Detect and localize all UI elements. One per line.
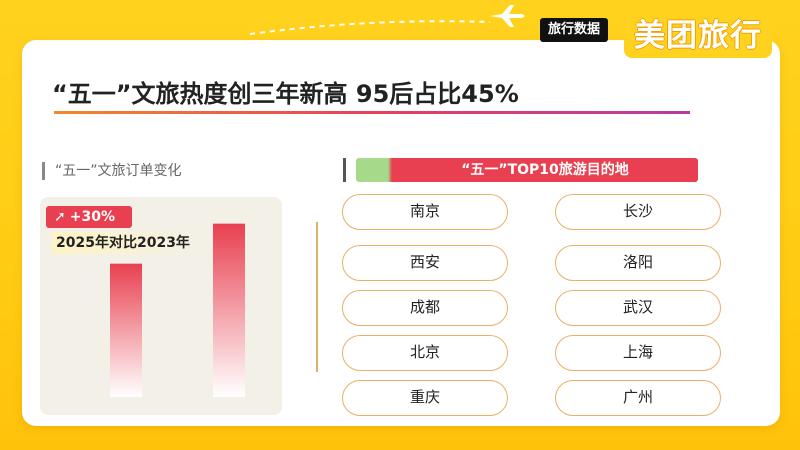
destination-pill: 长沙	[555, 194, 721, 230]
destination-pill: 广州	[555, 380, 721, 416]
flight-path-decoration	[249, 20, 491, 35]
airplane-icon	[490, 5, 525, 27]
destination-pill: 北京	[342, 335, 508, 371]
bar-2023	[110, 263, 142, 397]
destinations-section-marker	[343, 158, 346, 182]
destination-pill: 洛阳	[555, 245, 721, 281]
destinations-header-bar	[356, 158, 698, 182]
growth-value: +30%	[69, 209, 115, 225]
destination-pill: 成都	[342, 290, 508, 326]
destination-pill: 武汉	[555, 290, 721, 326]
destination-pill: 西安	[342, 245, 508, 281]
orders-bar-chart	[110, 223, 245, 397]
arrow-up-icon: ➚	[54, 209, 66, 225]
destination-pill: 上海	[555, 335, 721, 371]
section-divider	[316, 222, 318, 372]
growth-badge: ➚ +30%	[46, 206, 132, 228]
bar-2025	[213, 223, 245, 397]
report-tag: 旅行数据	[540, 18, 609, 42]
page-title: “五一”文旅热度创三年新高 95后占比45%	[52, 80, 519, 108]
orders-section-label: “五一”文旅订单变化	[42, 162, 182, 180]
brand-logo: 美团旅行	[624, 14, 772, 58]
title-underline	[54, 111, 690, 114]
destinations-title: “五一”TOP10旅游目的地	[461, 162, 629, 178]
destination-pill: 重庆	[342, 380, 508, 416]
comparison-label: 2025年对比2023年	[52, 232, 204, 254]
destination-pill: 南京	[342, 194, 508, 230]
